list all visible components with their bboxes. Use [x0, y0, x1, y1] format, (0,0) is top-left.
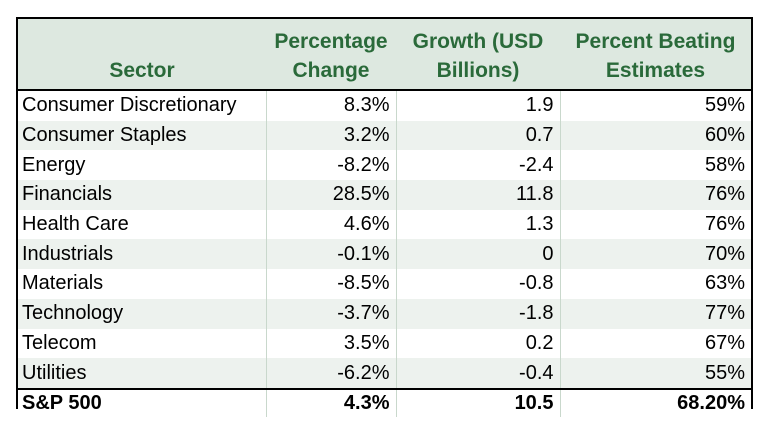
cell-percent-beating: 58% — [559, 150, 751, 181]
table-row: Industrials -0.1% 0 70% — [18, 239, 751, 270]
cell-sector: Consumer Staples — [18, 120, 266, 151]
table-row: Telecom 3.5% 0.2 67% — [18, 328, 751, 359]
cell-percentage-change: -8.5% — [265, 269, 396, 299]
cell-percent-beating: 67% — [559, 328, 751, 359]
cell-growth: 0 — [395, 239, 560, 270]
cell-percentage-change: -3.7% — [265, 298, 396, 329]
cell-sector: Health Care — [18, 209, 266, 240]
table-row: Health Care 4.6% 1.3 76% — [18, 209, 751, 240]
header-percent-beating-line2: Estimates — [605, 59, 706, 82]
header-growth-line1: Growth (USD — [412, 30, 544, 53]
table-footer: S&P 500 4.3% 10.5 68.20% — [18, 387, 751, 417]
total-percent-beating: 68.20% — [559, 387, 751, 417]
cell-percent-beating: 76% — [559, 180, 751, 210]
cell-percentage-change: 8.3% — [265, 90, 396, 121]
table-row: Energy -8.2% -2.4 58% — [18, 150, 751, 181]
cell-sector: Telecom — [18, 328, 266, 359]
total-percentage-change: 4.3% — [265, 387, 396, 417]
cell-growth: -2.4 — [395, 150, 560, 181]
table-row: Consumer Staples 3.2% 0.7 60% — [18, 120, 751, 151]
cell-sector: Materials — [18, 269, 266, 299]
header-percentage-change: Percentage Change — [266, 19, 396, 91]
header-growth: Growth (USD Billions) — [396, 19, 560, 91]
total-sector: S&P 500 — [18, 387, 266, 417]
cell-percent-beating: 76% — [559, 209, 751, 240]
cell-percent-beating: 70% — [559, 239, 751, 270]
cell-percentage-change: -0.1% — [265, 239, 396, 270]
header-percent-beating: Percent Beating Estimates — [560, 19, 751, 91]
header-growth-line2: Billions) — [436, 59, 520, 82]
total-row: S&P 500 4.3% 10.5 68.20% — [18, 387, 751, 417]
total-growth: 10.5 — [395, 387, 560, 417]
cell-sector: Industrials — [18, 239, 266, 270]
cell-percent-beating: 59% — [559, 90, 751, 121]
table-row: Financials 28.5% 11.8 76% — [18, 180, 751, 210]
cell-growth: 0.2 — [395, 328, 560, 359]
sector-earnings-table: Sector Percentage Change Growth (USD Billi… — [18, 19, 751, 417]
header-percentage-change-line1: Percentage — [274, 30, 388, 53]
cell-growth: -0.8 — [395, 269, 560, 299]
cell-percent-beating: 60% — [559, 120, 751, 151]
cell-growth: 11.8 — [395, 180, 560, 210]
cell-percentage-change: 4.6% — [265, 209, 396, 240]
cell-sector: Financials — [18, 180, 266, 210]
cell-sector: Energy — [18, 150, 266, 181]
table-row: Materials -8.5% -0.8 63% — [18, 269, 751, 299]
cell-sector: Utilities — [18, 358, 266, 389]
table-header: Sector Percentage Change Growth (USD Billi… — [18, 19, 751, 91]
sector-earnings-table-container: Sector Percentage Change Growth (USD Billi… — [16, 17, 753, 417]
cell-sector: Technology — [18, 298, 266, 329]
cell-percentage-change: 3.5% — [265, 328, 396, 359]
cell-percent-beating: 63% — [559, 269, 751, 299]
cell-growth: 1.9 — [395, 90, 560, 121]
header-row: Sector Percentage Change Growth (USD Billi… — [18, 19, 751, 91]
table-row: Technology -3.7% -1.8 77% — [18, 298, 751, 329]
cell-growth: -0.4 — [395, 358, 560, 389]
cell-growth: -1.8 — [395, 298, 560, 329]
cell-percent-beating: 55% — [559, 358, 751, 389]
cell-percentage-change: 28.5% — [265, 180, 396, 210]
table-row: Consumer Discretionary 8.3% 1.9 59% — [18, 90, 751, 121]
cell-percent-beating: 77% — [559, 298, 751, 329]
table-body: Consumer Discretionary 8.3% 1.9 59% Consumer… — [18, 90, 751, 389]
header-percent-beating-line1: Percent Beating — [575, 30, 736, 53]
header-percentage-change-line2: Change — [292, 59, 370, 82]
cell-percentage-change: -6.2% — [265, 358, 396, 389]
header-sector-label: Sector — [109, 59, 175, 82]
cell-percentage-change: -8.2% — [265, 150, 396, 181]
table-row: Utilities -6.2% -0.4 55% — [18, 358, 751, 389]
cell-percentage-change: 3.2% — [265, 120, 396, 151]
cell-growth: 0.7 — [395, 120, 560, 151]
cell-sector: Consumer Discretionary — [18, 90, 266, 121]
cell-growth: 1.3 — [395, 209, 560, 240]
header-sector: Sector — [18, 19, 266, 91]
